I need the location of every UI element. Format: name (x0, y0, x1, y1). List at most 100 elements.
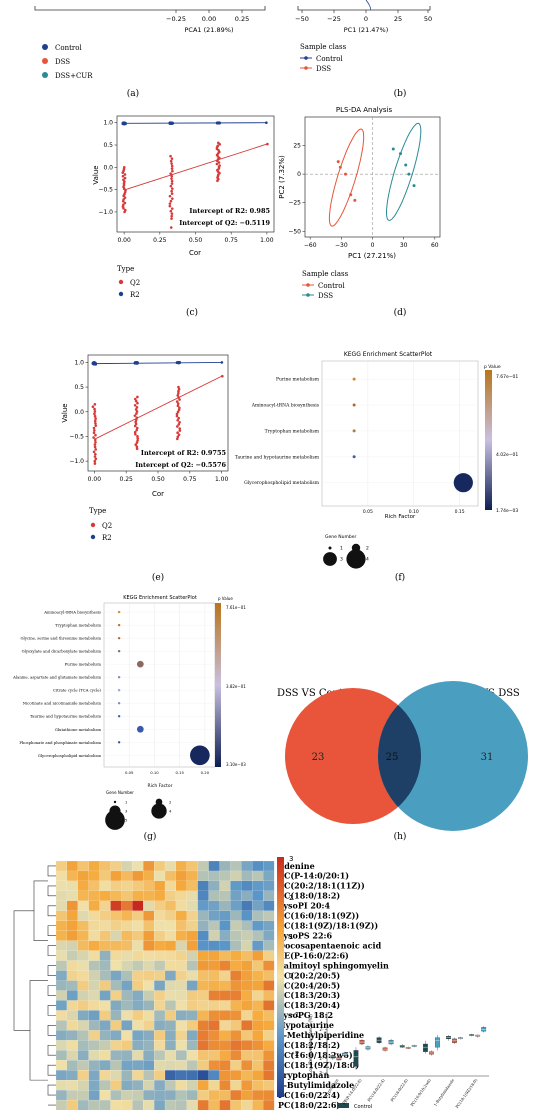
heatmap-row-label: PC(18:3/20:4) (278, 1000, 340, 1010)
heatmap-cell (154, 940, 166, 951)
heatmap-cell (252, 950, 264, 961)
heatmap-cell (88, 1080, 100, 1091)
data-point-q2 (94, 448, 98, 451)
heatmap-cell (110, 870, 122, 882)
heatmap-cell (55, 880, 68, 892)
heatmap-cell (132, 910, 144, 922)
legend-marker-r2 (90, 534, 96, 540)
heatmap-cell (263, 1030, 275, 1041)
data-point-q2 (177, 396, 180, 399)
x-tick-label: 60 (431, 242, 439, 249)
heatmap-cell (88, 930, 100, 941)
heatmap-cell (230, 1090, 242, 1101)
heatmap-cell (164, 970, 177, 981)
heatmap-cell (77, 1030, 89, 1041)
heatmap-cell (219, 870, 231, 882)
data-point-q2 (218, 164, 221, 167)
data-point-q2 (177, 389, 180, 393)
heatmap-cell (121, 1050, 133, 1061)
data-point-q2 (215, 162, 219, 166)
heatmap-cell (241, 1040, 253, 1051)
heatmap-cell (77, 1020, 89, 1031)
data-point-q2 (170, 192, 174, 195)
heatmap-cell (88, 1000, 100, 1011)
data-point-r2 (178, 361, 181, 364)
x-tick-label: −30 (335, 242, 348, 249)
heatmap-cell (219, 910, 231, 922)
heatmap-cell (164, 920, 177, 931)
heatmap-cell (154, 870, 166, 882)
data-point-q2 (94, 424, 98, 427)
heatmap-cell (263, 880, 275, 892)
heatmap-cell (110, 1070, 122, 1081)
heatmap-cell (88, 1010, 100, 1021)
heatmap-cell (66, 990, 79, 1001)
heatmap-cell (99, 870, 111, 882)
heatmap-cell (154, 920, 166, 931)
heatmap-cell (99, 1099, 111, 1110)
heatmap-cell (55, 950, 68, 961)
heatmap-cell (208, 880, 220, 892)
heatmap-cell (121, 920, 133, 931)
data-point-q2 (170, 189, 173, 193)
heatmap-cell (55, 960, 68, 971)
heatmap-cell (219, 950, 231, 961)
heatmap-cell (66, 1010, 79, 1021)
heatmap-cell (88, 910, 100, 922)
data-point-dss (407, 172, 411, 176)
data-point-q2 (133, 414, 137, 417)
heatmap-cell (121, 880, 133, 892)
panel-e-ylabel: Value (61, 403, 69, 422)
heatmap-cell (197, 1080, 209, 1091)
heatmap-cell (197, 860, 209, 872)
heatmap-cell (263, 900, 275, 912)
bubble (117, 623, 121, 627)
y-tick-label: 1.0 (74, 359, 84, 366)
heatmap-cell (230, 980, 242, 991)
heatmap-cell (121, 870, 133, 882)
x-tick-label: 0.75 (183, 476, 197, 483)
heatmap-cell (230, 940, 242, 951)
heatmap-cell (66, 920, 79, 931)
size-legend-bubble (151, 803, 167, 819)
bubble (352, 455, 356, 459)
panel-c-caption: (c) (186, 307, 198, 318)
heatmap-cell (175, 1030, 188, 1041)
heatmap-row-label: PC(18:2/18:2) (278, 1040, 340, 1050)
heatmap-cell (263, 890, 275, 902)
heatmap-cell (143, 980, 155, 991)
panel-a-xtick: 0.25 (235, 15, 249, 23)
heatmap-row-label: PC(16:0/18:1(9Z)) (278, 911, 359, 921)
size-legend-bubble (323, 552, 337, 566)
heatmap-cell (219, 1030, 231, 1041)
panel-e-annotation-q2: Intercept of Q2: −0.5576 (135, 461, 226, 469)
heatmap-cell (110, 890, 122, 902)
heatmap-cell (197, 910, 209, 922)
bubble (117, 689, 121, 692)
heatmap-cell (99, 960, 111, 971)
legend-label-r2: R2 (102, 534, 112, 542)
panel-g-colorbar-tick: 3.10e−03 (226, 762, 246, 767)
heatmap-cell (219, 1070, 231, 1081)
heatmap-cell (143, 1090, 155, 1101)
fit-line-r2 (124, 122, 267, 124)
size-legend-bubble (346, 549, 366, 569)
heatmap-cell (66, 960, 79, 971)
heatmap-cell (132, 990, 144, 1001)
heatmap-cell (132, 1070, 144, 1081)
pathway-label: Purine metabolism (65, 662, 102, 667)
data-point-q2 (94, 440, 97, 444)
heatmap-cell (263, 970, 275, 981)
heatmap-cell (88, 870, 100, 882)
heatmap-cell (132, 1080, 144, 1091)
panel-c-legend-title: Type (117, 265, 134, 273)
heatmap-cell (230, 1040, 242, 1051)
heatmap-cell (99, 910, 111, 922)
heatmap-cell (121, 970, 133, 981)
heatmap-cell (197, 930, 209, 941)
heatmap-cell (110, 1090, 122, 1101)
heatmap-cell (208, 900, 220, 912)
heatmap-cell (197, 1030, 209, 1041)
heatmap-cell (77, 910, 89, 922)
heatmap-cell (110, 940, 122, 951)
